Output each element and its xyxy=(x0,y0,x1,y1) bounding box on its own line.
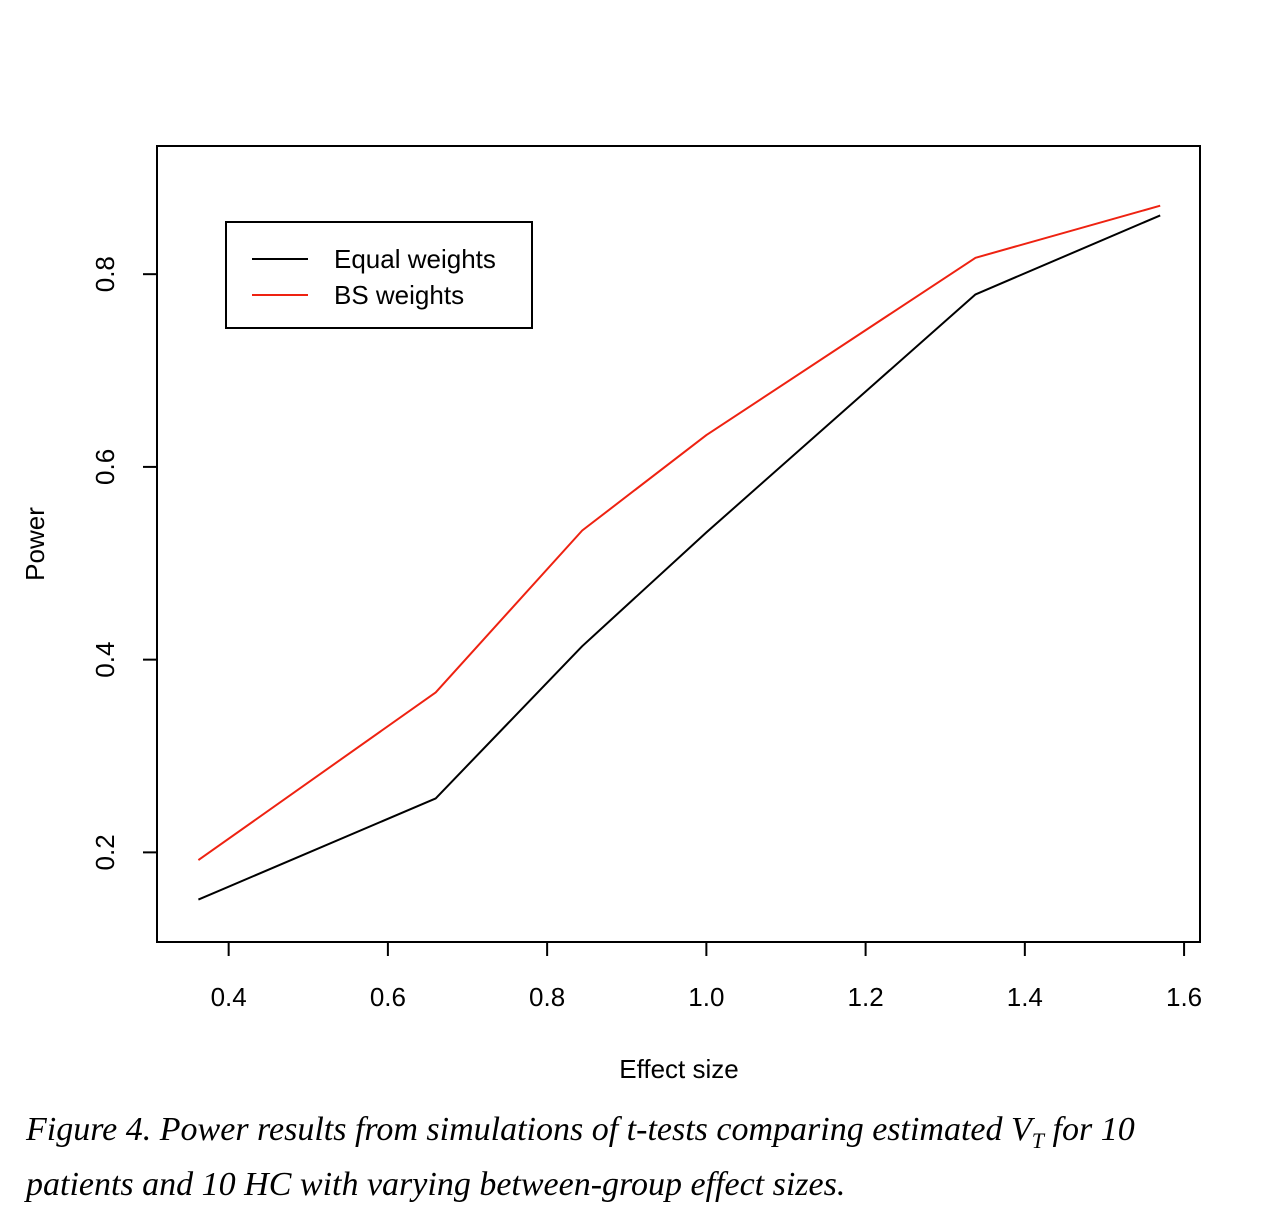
x-axis-label: Effect size xyxy=(619,1054,738,1084)
legend-label: Equal weights xyxy=(334,244,496,274)
caption-subscript: T xyxy=(1031,1127,1045,1153)
y-tick-label: 0.4 xyxy=(90,642,120,678)
figure-caption: Figure 4. Power results from simulations… xyxy=(26,1108,1276,1207)
x-tick-label: 1.4 xyxy=(1007,982,1043,1012)
x-tick-label: 0.8 xyxy=(529,982,565,1012)
x-tick-label: 1.2 xyxy=(848,982,884,1012)
series-lines xyxy=(197,204,1161,901)
caption-line1-end: for 10 xyxy=(1044,1111,1135,1148)
x-tick-label: 1.6 xyxy=(1166,982,1202,1012)
power-chart: 0.4 0.6 0.8 1.0 1.2 1.4 1.6 0.2 0.4 0.6 0.8 Equal… xyxy=(20,145,1202,1084)
x-tick-label: 0.6 xyxy=(370,982,406,1012)
legend-entries: Equal weights BS weights xyxy=(252,244,496,310)
legend-box xyxy=(225,221,533,329)
x-tick-label: 0.4 xyxy=(211,982,247,1012)
y-axis-label: Power xyxy=(20,507,50,581)
legend: Equal weights BS weights xyxy=(225,221,533,329)
y-tick-label: 0.6 xyxy=(90,449,120,485)
x-axis: 0.4 0.6 0.8 1.0 1.2 1.4 1.6 xyxy=(211,941,1202,1012)
caption-line1-start: Figure 4. Power results from simulations… xyxy=(26,1111,1032,1148)
caption-line2: patients and 10 HC with varying between-… xyxy=(26,1165,846,1203)
legend-label: BS weights xyxy=(334,280,464,310)
series-line-2 xyxy=(197,204,1161,861)
y-tick-label: 0.2 xyxy=(90,834,120,870)
y-axis: 0.2 0.4 0.6 0.8 xyxy=(90,256,158,870)
y-tick-label: 0.8 xyxy=(90,256,120,292)
x-tick-label: 1.0 xyxy=(688,982,724,1012)
series-line-1 xyxy=(198,214,1161,901)
